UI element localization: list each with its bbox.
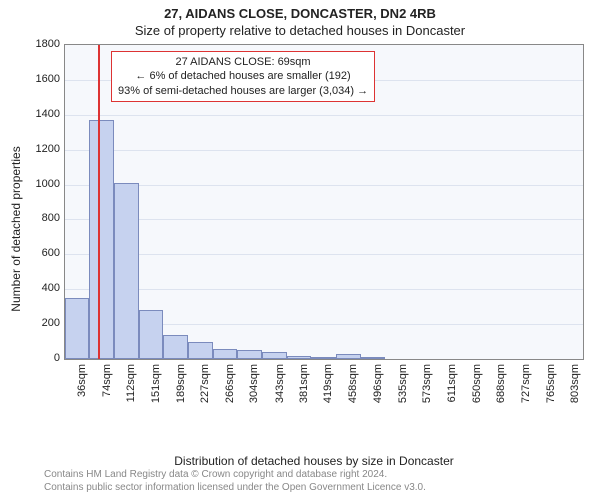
x-tick: 227sqm: [199, 364, 211, 403]
chart-container: Number of detached properties 0200400600…: [44, 44, 584, 414]
annotation-line3: 93% of semi-detached houses are larger (…: [118, 84, 368, 98]
footer-attribution: Contains HM Land Registry data © Crown c…: [44, 469, 426, 494]
gridline: [65, 289, 583, 290]
y-tick: 0: [54, 352, 60, 364]
histogram-bar: [287, 356, 311, 359]
x-tick: 496sqm: [372, 364, 384, 403]
y-tick: 800: [42, 212, 60, 224]
y-tick: 1200: [36, 143, 60, 155]
x-tick: 765sqm: [545, 364, 557, 403]
histogram-bar: [311, 357, 336, 359]
y-tick: 1400: [36, 108, 60, 120]
x-tick: 151sqm: [150, 364, 162, 403]
x-tick: 381sqm: [298, 364, 310, 403]
x-tick: 803sqm: [569, 364, 581, 403]
histogram-bar: [65, 298, 89, 359]
x-tick: 535sqm: [397, 364, 409, 403]
x-tick: 727sqm: [520, 364, 532, 403]
histogram-bar: [336, 354, 360, 359]
x-tick: 266sqm: [224, 364, 236, 403]
marker-line: [98, 45, 100, 359]
x-tick: 458sqm: [347, 364, 359, 403]
histogram-bar: [361, 357, 385, 359]
histogram-bar: [262, 352, 286, 359]
x-tick: 189sqm: [175, 364, 187, 403]
page-title: 27, AIDANS CLOSE, DONCASTER, DN2 4RB: [0, 0, 600, 21]
y-tick: 600: [42, 247, 60, 259]
histogram-bar: [89, 120, 114, 359]
page-subtitle: Size of property relative to detached ho…: [0, 21, 600, 42]
annotation-line2: ← 6% of detached houses are smaller (192…: [118, 69, 368, 83]
histogram-bar: [114, 183, 138, 359]
annotation-line1: 27 AIDANS CLOSE: 69sqm: [118, 55, 368, 69]
y-axis-label: Number of detached properties: [9, 146, 23, 311]
x-tick: 74sqm: [101, 364, 113, 397]
gridline: [65, 185, 583, 186]
footer-line2: Contains public sector information licen…: [44, 482, 426, 495]
plot-area: 27 AIDANS CLOSE: 69sqm ← 6% of detached …: [64, 44, 584, 360]
x-tick: 419sqm: [322, 364, 334, 403]
annotation-box: 27 AIDANS CLOSE: 69sqm ← 6% of detached …: [111, 51, 375, 102]
x-tick: 573sqm: [421, 364, 433, 403]
y-tick: 200: [42, 317, 60, 329]
histogram-bar: [163, 335, 188, 359]
x-tick: 304sqm: [248, 364, 260, 403]
gridline: [65, 219, 583, 220]
x-tick: 650sqm: [471, 364, 483, 403]
histogram-bar: [213, 349, 237, 359]
x-tick: 343sqm: [274, 364, 286, 403]
x-tick: 112sqm: [125, 364, 137, 402]
histogram-bar: [188, 342, 212, 359]
y-tick: 1600: [36, 73, 60, 85]
x-tick: 36sqm: [76, 364, 88, 397]
y-tick: 1000: [36, 178, 60, 190]
footer-line1: Contains HM Land Registry data © Crown c…: [44, 469, 426, 482]
histogram-bar: [237, 350, 262, 359]
gridline: [65, 115, 583, 116]
x-tick: 611sqm: [446, 364, 458, 402]
gridline: [65, 150, 583, 151]
x-axis-label: Distribution of detached houses by size …: [174, 454, 454, 468]
gridline: [65, 254, 583, 255]
histogram-bar: [139, 310, 163, 359]
y-tick: 400: [42, 282, 60, 294]
x-tick: 688sqm: [495, 364, 507, 403]
y-tick: 1800: [36, 38, 60, 50]
